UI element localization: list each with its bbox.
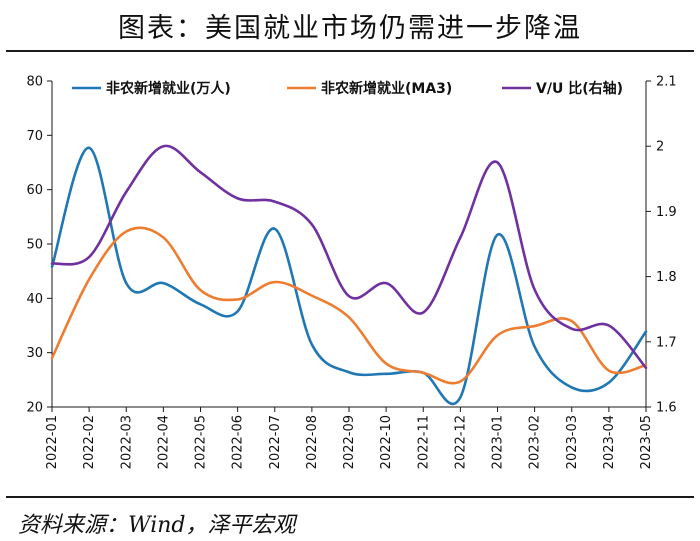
x-tick-label: 2022-10 — [379, 415, 394, 469]
x-tick-label: 2022-02 — [82, 415, 97, 469]
series-line-vu — [50, 144, 648, 370]
y-tick-label-left: 20 — [26, 401, 43, 416]
chart-title: 图表：美国就业市场仍需进一步降温 — [118, 13, 582, 44]
y-tick-label-right: 1.8 — [656, 270, 677, 285]
chart-axes: 20 30 40 50 60 70 80 1.6 1.7 1.8 1.9 2 2.1 2022-01 202… — [26, 75, 676, 470]
series-line-nfp — [50, 146, 648, 406]
x-tick-label: 2022-11 — [416, 415, 431, 469]
bottom-rule — [6, 496, 694, 498]
y-tick-label-right: 1.7 — [656, 335, 677, 350]
x-tick-label: 2022-06 — [231, 415, 246, 469]
x-tick-label: 2022-05 — [194, 415, 209, 469]
y-tick-label-right: 1.9 — [656, 205, 677, 220]
x-tick-label: 2023-04 — [602, 415, 617, 469]
x-tick-label: 2022-07 — [268, 415, 283, 469]
legend-label-nfp: 非农新增就业(万人) — [106, 80, 231, 97]
x-tick-label: 2022-08 — [305, 415, 320, 469]
x-tick-label: 2022-12 — [453, 415, 468, 469]
y-tick-label-left: 40 — [26, 292, 43, 307]
legend-label-ma3: 非农新增就业(MA3) — [321, 80, 452, 97]
y-tick-label-left: 80 — [26, 75, 43, 90]
top-rule — [6, 50, 694, 52]
y-tick-label-left: 30 — [26, 346, 43, 361]
chart-legend: 非农新增就业(万人) 非农新增就业(MA3) V/U 比(右轴) — [72, 80, 623, 97]
y-tick-label-right: 2 — [656, 140, 664, 155]
x-tick-label: 2023-05 — [639, 415, 654, 469]
x-tick-label: 2023-02 — [528, 415, 543, 469]
chart-lines — [50, 144, 648, 406]
source-note: 资料来源：Wind，泽平宏观 — [18, 513, 296, 538]
x-tick-label: 2023-01 — [491, 415, 506, 469]
y-tick-label-left: 70 — [26, 129, 43, 144]
y-tick-label-left: 60 — [26, 183, 43, 198]
y-tick-label-left: 50 — [26, 238, 43, 253]
x-tick-label: 2022-09 — [342, 415, 357, 469]
y-tick-label-right: 2.1 — [656, 75, 677, 90]
series-line-ma3 — [50, 226, 648, 385]
x-tick-label: 2022-03 — [119, 415, 134, 469]
x-tick-label: 2023-03 — [565, 415, 580, 469]
x-tick-label: 2022-04 — [156, 415, 171, 469]
y-tick-label-right: 1.6 — [656, 401, 677, 416]
x-tick-label: 2022-01 — [45, 415, 60, 469]
line-chart: 20 30 40 50 60 70 80 1.6 1.7 1.8 1.9 2 2.1 2022-01 202… — [26, 75, 676, 470]
legend-label-vu: V/U 比(右轴) — [536, 80, 623, 97]
